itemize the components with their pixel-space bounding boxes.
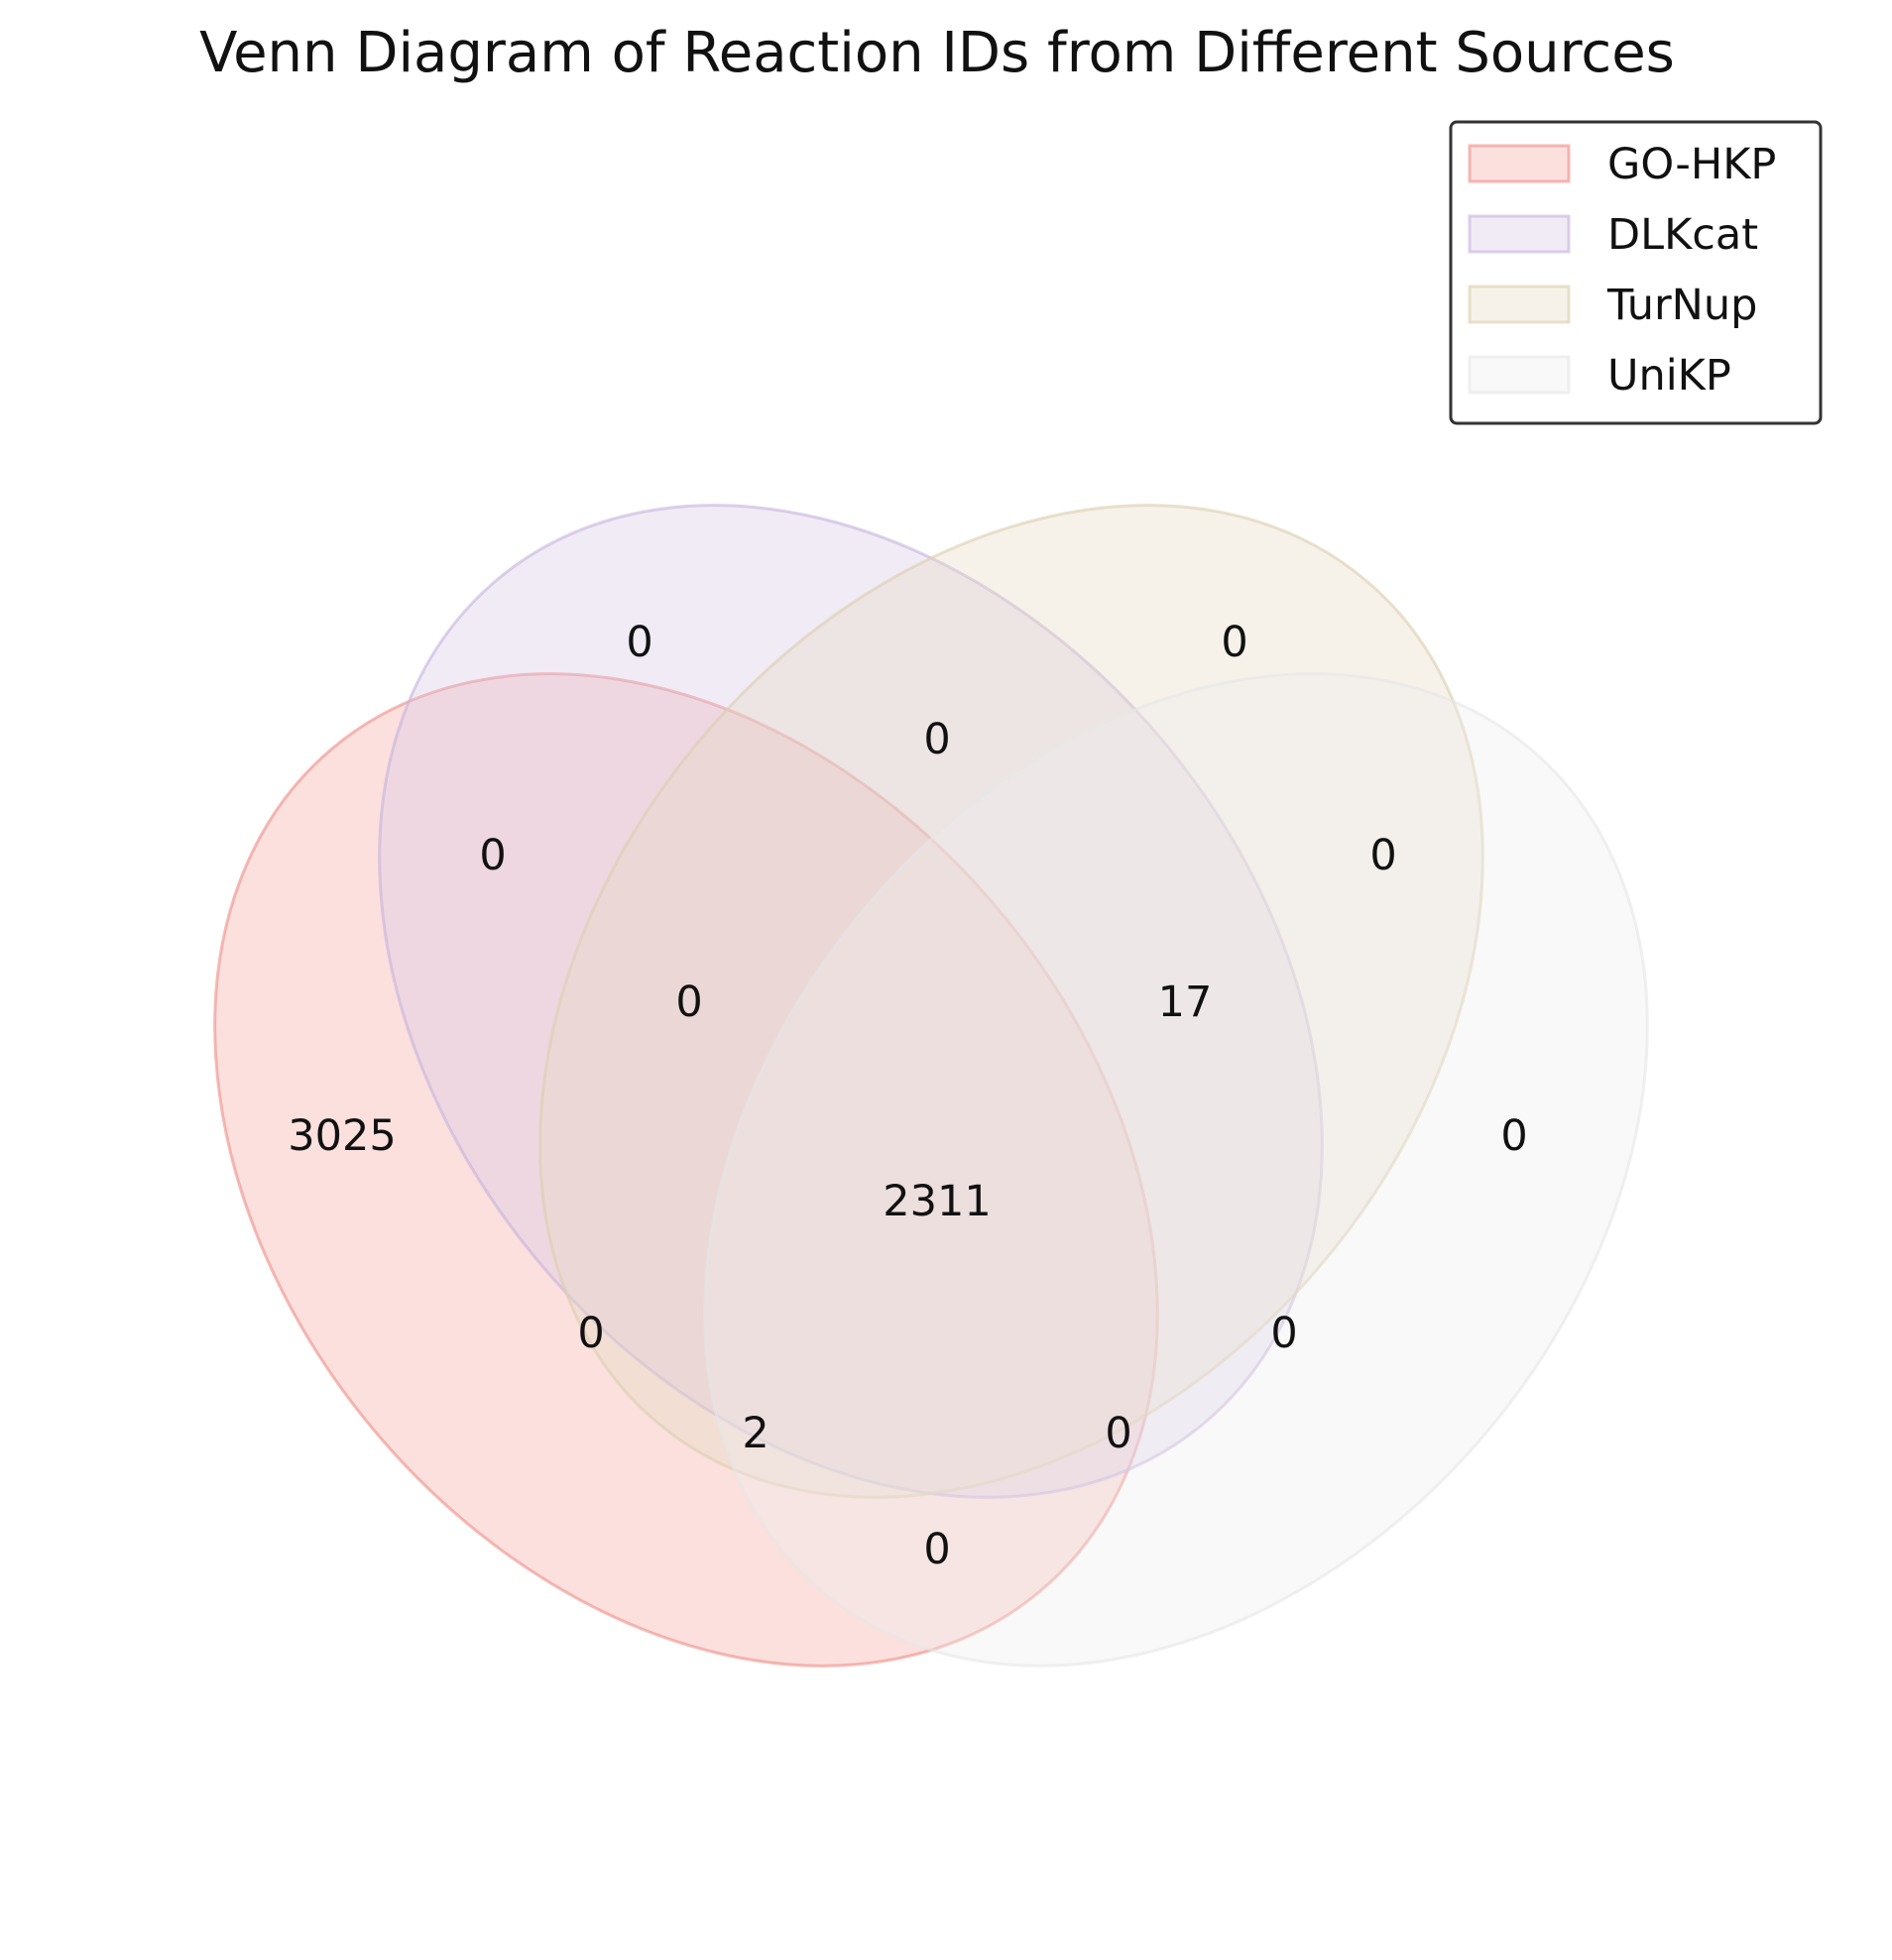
region-count-unikp-only: 0 bbox=[1500, 1111, 1527, 1161]
legend-label-turnup: TurNup bbox=[1606, 281, 1757, 330]
legend-label-go-hkp: GO-HKP bbox=[1607, 140, 1776, 189]
legend-swatch-turnup bbox=[1468, 285, 1571, 324]
legend-swatch-unikp bbox=[1468, 355, 1571, 395]
region-count-dlkcat-turnup: 0 bbox=[923, 715, 950, 764]
region-count-gohkp-dlkcat-turnup: 0 bbox=[675, 978, 702, 1027]
region-count-gohkp-turnup-unikp: 2 bbox=[742, 1409, 769, 1458]
legend-swatch-dlkcat bbox=[1468, 214, 1571, 254]
legend-frame bbox=[1449, 120, 1823, 425]
region-count-gohkp-unikp: 0 bbox=[923, 1525, 950, 1574]
region-count-turnup-unikp: 0 bbox=[1369, 831, 1396, 880]
region-count-gohkp-dlkcat-unikp: 0 bbox=[1105, 1409, 1131, 1458]
legend-label-dlkcat: DLKcat bbox=[1607, 210, 1758, 260]
set-ellipse-dlkcat bbox=[378, 504, 1324, 1499]
region-count-turnup-only: 0 bbox=[1221, 618, 1247, 667]
region-count-gohkp-dlkcat: 0 bbox=[479, 831, 506, 880]
region-count-dlkcat-turnup-unikp: 17 bbox=[1158, 978, 1213, 1027]
region-count-all-four: 2311 bbox=[883, 1177, 991, 1226]
region-count-dlkcat-unikp: 0 bbox=[1270, 1309, 1297, 1358]
region-labels: 0 0 0 0 0 0 17 3025 0 2311 0 0 2 0 0 bbox=[288, 618, 1527, 1574]
region-count-dlkcat-only: 0 bbox=[626, 618, 652, 667]
legend-swatch-go-hkp bbox=[1468, 144, 1571, 183]
legend-label-unikp: UniKP bbox=[1607, 351, 1731, 401]
region-count-gohkp-turnup: 0 bbox=[577, 1309, 604, 1358]
venn-sets bbox=[213, 504, 1649, 1668]
set-ellipse-unikp bbox=[703, 672, 1649, 1668]
set-ellipse-turnup bbox=[538, 504, 1484, 1499]
region-count-gohkp-only: 3025 bbox=[288, 1111, 396, 1161]
legend: GO-HKP DLKcat TurNup UniKP bbox=[1449, 120, 1823, 425]
set-ellipse-go-hkp bbox=[213, 672, 1159, 1668]
diagram-title: Venn Diagram of Reaction IDs from Differ… bbox=[199, 21, 1675, 85]
